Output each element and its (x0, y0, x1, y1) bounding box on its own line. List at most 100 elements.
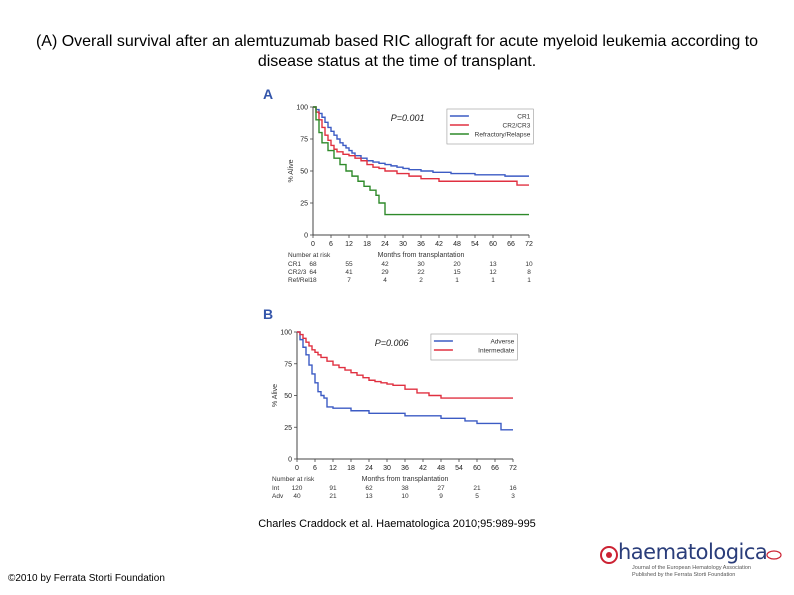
risk-cell: 10 (401, 493, 409, 500)
x-tick-label: 36 (401, 465, 409, 472)
risk-cell: 21 (473, 485, 481, 492)
x-tick-label: 24 (365, 465, 373, 472)
y-tick-label: 100 (280, 330, 292, 337)
x-tick-label: 42 (419, 465, 427, 472)
panel-label-b: B (263, 306, 274, 322)
legend-entry: CR2/CR3 (503, 123, 531, 130)
haematologica-logo: haematologica Journal of the European He… (598, 540, 784, 580)
x-tick-label: 54 (455, 465, 463, 472)
x-tick-label: 60 (489, 241, 497, 248)
x-tick-label: 30 (383, 465, 391, 472)
risk-cell: 22 (417, 269, 425, 276)
risk-cell: 1 (491, 277, 495, 284)
x-tick-label: 72 (525, 241, 533, 248)
risk-cell: 27 (437, 485, 445, 492)
chart-panel-b: 0 25 50 75 100 0 6 12 18 24 30 36 42 48 54 60 66 72 % Aliv… (260, 322, 540, 517)
society-mark-icon (766, 550, 782, 560)
y-axis-label: % Alive (272, 384, 279, 407)
risk-cell: 91 (329, 485, 337, 492)
risk-cell: 13 (489, 261, 497, 268)
risk-table-header: Number at risk (272, 476, 315, 483)
risk-cell: 30 (417, 261, 425, 268)
chart-panel-a: 0 25 50 75 100 0 6 12 18 24 30 36 42 48 54 60 66 72% Aliv… (260, 100, 540, 305)
risk-cell: 12 (489, 269, 497, 276)
x-axis-label: Months from transplantation (378, 252, 465, 259)
x-tick-label: 12 (329, 465, 337, 472)
logo-wordmark: haematologica (618, 540, 768, 564)
km-curve-cr1 (313, 106, 529, 177)
x-tick-label: 42 (435, 241, 443, 248)
risk-cell: 8 (527, 269, 531, 276)
risk-cell: 2 (419, 277, 423, 284)
risk-cell: 18 (309, 277, 317, 284)
y-tick-label: 75 (284, 361, 292, 368)
legend-entry: Intermediate (478, 348, 515, 355)
x-tick-label: 12 (345, 241, 353, 248)
x-tick-label: 36 (417, 241, 425, 248)
risk-cell: 13 (365, 493, 373, 500)
risk-cell: 62 (365, 485, 373, 492)
risk-cell: 40 (293, 493, 301, 500)
x-tick-label: 54 (471, 241, 479, 248)
risk-cell: 9 (439, 493, 443, 500)
x-tick-label: 48 (437, 465, 445, 472)
y-tick-label: 0 (304, 233, 308, 240)
panel-label-a: A (263, 86, 274, 102)
logo-mark-icon (600, 546, 618, 564)
km-curve-refractory-relapse (313, 106, 529, 216)
risk-table-header: Number at risk (288, 252, 331, 259)
risk-row-label: Ref/Rel (288, 277, 310, 284)
x-tick-label: 0 (295, 465, 299, 472)
y-axis-label: % Alive (288, 159, 295, 182)
legend-entry: Adverse (490, 339, 514, 346)
x-tick-label: 30 (399, 241, 407, 248)
x-tick-label: 24 (381, 241, 389, 248)
legend-box-b (430, 333, 518, 361)
legend-box-a (446, 108, 534, 145)
x-tick-label: 66 (491, 465, 499, 472)
x-tick-label: 0 (311, 241, 315, 248)
km-curve-adverse (297, 331, 513, 431)
risk-cell: 68 (309, 261, 317, 268)
y-tick-label: 75 (300, 137, 308, 144)
risk-cell: 29 (381, 269, 389, 276)
x-tick-label: 6 (329, 241, 333, 248)
risk-row-label: CR2/3 (288, 269, 307, 276)
risk-cell: 42 (381, 261, 389, 268)
risk-row-label: Adv (272, 493, 284, 500)
risk-cell: 5 (475, 493, 479, 500)
risk-cell: 120 (292, 485, 303, 492)
risk-cell: 7 (347, 277, 351, 284)
risk-cell: 64 (309, 269, 317, 276)
risk-cell: 3 (511, 493, 515, 500)
p-value-a: P=0.001 (391, 113, 425, 123)
risk-cell: 16 (509, 485, 517, 492)
risk-cell: 55 (345, 261, 353, 268)
x-tick-label: 66 (507, 241, 515, 248)
x-tick-label: 18 (347, 465, 355, 472)
p-value-b: P=0.006 (375, 338, 409, 348)
x-tick-label: 6 (313, 465, 317, 472)
risk-cell: 20 (453, 261, 461, 268)
risk-cell: 15 (453, 269, 461, 276)
km-curve-cr2-cr3 (313, 106, 529, 186)
risk-row-label: CR1 (288, 261, 301, 268)
y-tick-label: 50 (300, 169, 308, 176)
risk-cell: 21 (329, 493, 337, 500)
slide-title: (A) Overall survival after an alemtuzuma… (35, 33, 759, 70)
legend-entry: CR1 (517, 114, 530, 121)
x-axis-label: Months from transplantation (362, 476, 449, 483)
risk-row-label: Int (272, 485, 279, 492)
y-tick-label: 0 (288, 457, 292, 464)
chart-b: 0 25 50 75 100 0 6 12 18 24 30 36 42 48 54 60 66 72 % Aliv… (272, 330, 518, 500)
x-tick-label: 48 (453, 241, 461, 248)
y-tick-label: 50 (284, 393, 292, 400)
copyright: ©2010 by Ferrata Storti Foundation (8, 573, 165, 584)
y-tick-label: 100 (296, 105, 308, 112)
legend-entry: Refractory/Relapse (475, 132, 531, 139)
logo-subtitle-line1: Journal of the European Hematology Assoc… (632, 565, 751, 571)
risk-cell: 41 (345, 269, 353, 276)
y-tick-label: 25 (300, 201, 308, 208)
x-tick-label: 60 (473, 465, 481, 472)
